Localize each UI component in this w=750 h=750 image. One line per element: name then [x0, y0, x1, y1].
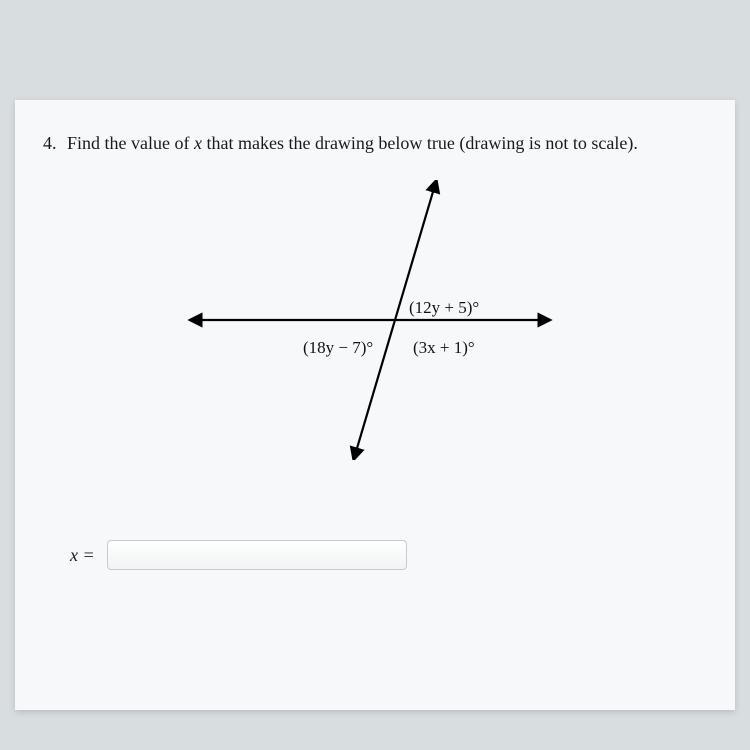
- intersecting-lines-diagram: [165, 180, 585, 460]
- prompt-variable: x: [194, 133, 202, 153]
- page-root: { "background_color": "#d8dde0", "paper_…: [0, 0, 750, 750]
- angle-label-bottom-right: (3x + 1)°: [413, 338, 475, 358]
- question-number: 4.: [43, 133, 57, 153]
- question-prompt: 4. Find the value of x that makes the dr…: [43, 132, 707, 155]
- angle-label-top-right: (12y + 5)°: [409, 298, 479, 318]
- diagram-area: (12y + 5)° (18y − 7)° (3x + 1)°: [15, 180, 735, 480]
- prompt-text-after: that makes the drawing below true (drawi…: [206, 133, 637, 153]
- answer-label: x =: [70, 545, 95, 566]
- worksheet-paper: 4. Find the value of x that makes the dr…: [15, 100, 735, 710]
- prompt-text-before: Find the value of: [67, 133, 194, 153]
- angle-label-bottom-left: (18y − 7)°: [303, 338, 373, 358]
- answer-row: x =: [70, 540, 407, 570]
- answer-input[interactable]: [107, 540, 407, 570]
